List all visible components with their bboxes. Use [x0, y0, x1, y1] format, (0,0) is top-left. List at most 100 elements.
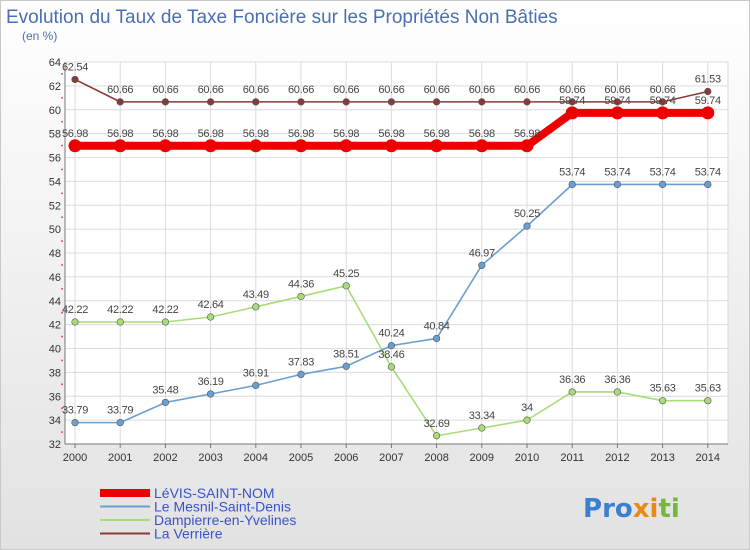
data-point	[207, 313, 215, 321]
data-label: 36.91	[243, 367, 269, 379]
data-point	[161, 398, 169, 407]
y-minor-tick	[61, 335, 63, 338]
data-point	[71, 318, 79, 326]
y-tick-label: 62	[49, 81, 61, 93]
data-point	[294, 139, 308, 153]
data-point	[249, 139, 263, 153]
data-label: 53.74	[650, 166, 676, 178]
data-point	[478, 261, 486, 269]
data-label: 60.66	[559, 84, 585, 96]
data-point	[161, 98, 169, 106]
data-label: 46.97	[469, 247, 495, 259]
y-tick-label: 44	[49, 296, 61, 308]
data-label: 37.83	[288, 356, 314, 368]
y-tick-label: 64	[49, 57, 61, 69]
data-point	[704, 87, 712, 96]
x-tick-label: 2001	[108, 452, 132, 464]
y-minor-tick	[61, 311, 63, 314]
y-tick-label: 40	[49, 344, 61, 356]
data-label: 60.66	[378, 84, 404, 96]
data-point	[297, 370, 305, 379]
data-label: 56.98	[152, 128, 178, 140]
data-label: 53.74	[695, 166, 721, 178]
y-minor-tick	[61, 192, 63, 195]
data-point	[252, 381, 260, 389]
data-point	[523, 416, 531, 424]
x-tick-label: 2002	[153, 452, 177, 464]
data-point	[478, 98, 486, 106]
data-label: 42.22	[152, 304, 178, 316]
data-label: 56.98	[198, 128, 224, 140]
data-point	[565, 106, 579, 120]
data-label: 60.66	[243, 84, 269, 96]
data-label: 36.36	[604, 374, 630, 386]
data-point	[158, 139, 172, 153]
x-tick-label: 2014	[696, 452, 720, 464]
chart-title: Evolution du Taux de Taxe Foncière sur l…	[6, 7, 558, 28]
data-point	[387, 342, 396, 350]
x-tick-label: 2013	[650, 452, 674, 464]
data-label: 42.22	[62, 304, 88, 316]
proxiti-logo: Proxiti	[583, 494, 680, 524]
data-point	[704, 180, 712, 189]
legend-entry: La Verrière	[154, 526, 223, 542]
y-tick-label: 42	[49, 320, 61, 332]
y-minor-tick	[61, 264, 63, 266]
data-label: 60.66	[198, 84, 224, 96]
x-tick-label: 2005	[289, 452, 313, 464]
y-tick-label: 60	[49, 105, 61, 117]
data-label: 60.66	[107, 84, 133, 96]
data-point	[71, 419, 79, 427]
data-point	[613, 388, 622, 396]
data-point	[704, 397, 712, 405]
data-point	[658, 98, 667, 106]
data-label: 33.79	[107, 405, 133, 417]
data-point	[613, 180, 622, 189]
data-label: 56.98	[288, 128, 314, 140]
data-label: 53.74	[559, 166, 585, 178]
y-tick-label: 46	[49, 272, 61, 284]
y-minor-tick	[61, 240, 63, 242]
data-label: 34	[521, 402, 533, 414]
data-label: 56.98	[107, 128, 133, 140]
data-point	[116, 419, 124, 427]
y-minor-tick	[61, 73, 63, 75]
y-minor-tick	[61, 383, 63, 386]
data-label: 45.25	[333, 268, 359, 280]
data-point	[342, 98, 350, 106]
data-point	[204, 139, 218, 153]
y-tick-label: 48	[49, 248, 61, 260]
data-label: 56.98	[469, 128, 495, 140]
data-label: 33.79	[62, 405, 88, 417]
data-point	[161, 318, 169, 326]
data-point	[297, 292, 305, 301]
y-tick-label: 56	[49, 153, 61, 165]
data-label: 32.69	[424, 418, 450, 430]
data-label: 60.66	[650, 84, 676, 96]
data-label: 60.66	[514, 84, 540, 96]
data-label: 38.51	[333, 348, 359, 360]
data-label: 59.74	[695, 95, 721, 107]
y-tick-label: 50	[49, 224, 61, 236]
data-label: 36.36	[559, 374, 585, 386]
x-tick-label: 2000	[63, 452, 87, 464]
data-point	[656, 106, 670, 120]
y-minor-tick	[61, 216, 63, 219]
data-point	[342, 362, 350, 370]
data-point	[387, 363, 396, 371]
data-label: 59.74	[650, 95, 676, 107]
y-axis-unit: (en %)	[22, 29, 57, 43]
y-minor-tick	[61, 168, 63, 171]
data-label: 50.25	[514, 208, 540, 220]
legend-entry: LéVIS-SAINT-NOM	[154, 485, 275, 501]
data-label: 38.46	[378, 349, 404, 361]
data-point	[478, 424, 486, 432]
data-label: 56.98	[424, 128, 450, 140]
data-label: 60.66	[288, 84, 314, 96]
y-tick-label: 38	[49, 367, 61, 379]
data-point	[433, 98, 441, 106]
data-point	[342, 282, 350, 290]
data-label: 56.98	[243, 128, 269, 140]
data-point	[701, 106, 715, 120]
